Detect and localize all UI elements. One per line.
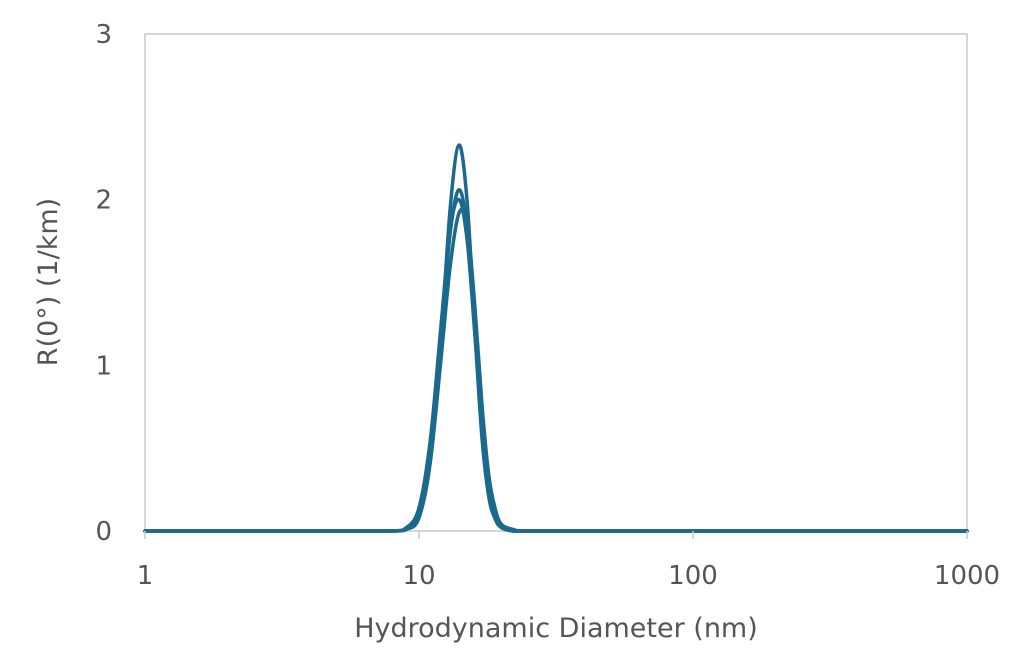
y-axis-ticks: 0 1 2 3 — [95, 20, 112, 547]
x-tick-label: 1000 — [934, 561, 1000, 591]
x-axis-ticks: 1 10 100 1000 — [137, 531, 1000, 591]
y-tick-label: 2 — [95, 186, 112, 216]
series-layer — [143, 143, 969, 533]
y-axis-title: R(0°) (1/km) — [33, 198, 64, 366]
y-tick-label: 3 — [95, 20, 112, 50]
series-line-4 — [143, 207, 969, 533]
plot-area — [144, 33, 968, 532]
series-line-3 — [143, 197, 969, 533]
x-tick-label: 10 — [402, 561, 435, 591]
x-axis-title: Hydrodynamic Diameter (nm) — [354, 613, 758, 644]
x-tick-label: 100 — [668, 561, 718, 591]
series-line-1 — [143, 143, 969, 533]
x-tick-label: 1 — [137, 561, 154, 591]
y-tick-label: 1 — [95, 351, 112, 381]
series-line-2 — [143, 187, 969, 533]
y-tick-label: 0 — [95, 517, 112, 547]
